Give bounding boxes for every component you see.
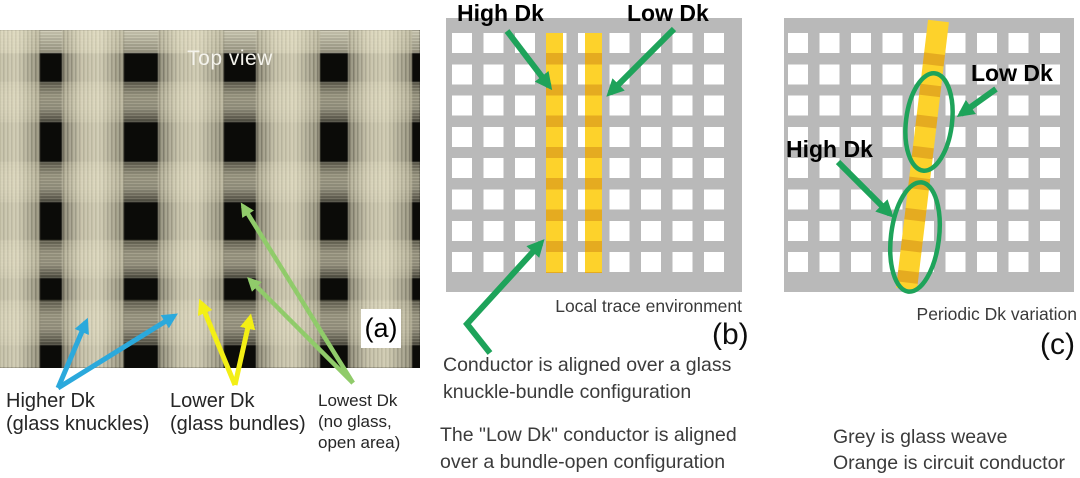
panel-b-note2: The "Low Dk" conductor is aligned over a… bbox=[440, 424, 737, 473]
high-dk-conductor-trace bbox=[546, 33, 563, 273]
panel-c-caption: Periodic Dk variation bbox=[916, 304, 1077, 324]
lower-dk-sublabel: (glass bundles) bbox=[170, 413, 306, 435]
panel-c-legend: Grey is glass weave Orange is circuit co… bbox=[833, 424, 1080, 476]
vertical-tow bbox=[256, 30, 320, 368]
photo-title: Top view bbox=[187, 47, 273, 70]
vertical-tow bbox=[0, 30, 40, 368]
panel-b-tag: (b) bbox=[712, 318, 749, 351]
legend-orange-line: Orange is circuit conductor bbox=[833, 452, 1065, 474]
low-dk-conductor-trace bbox=[585, 33, 602, 273]
panel-b-note1: Conductor is aligned over a glass knuckl… bbox=[443, 354, 732, 403]
panel-c-low-dk-label: Low Dk bbox=[971, 60, 1053, 86]
vertical-tow bbox=[158, 30, 224, 368]
weave-photo: Top view bbox=[0, 30, 420, 368]
lowest-dk-sublabel2: open area) bbox=[318, 433, 401, 452]
higher-dk-annotation: Higher Dk (glass knuckles) bbox=[6, 390, 149, 436]
lowest-dk-label: Lowest Dk bbox=[318, 391, 398, 410]
panel-b-low-dk-label: Low Dk bbox=[627, 0, 709, 26]
legend-grey-line: Grey is glass weave bbox=[833, 426, 1008, 448]
panel-c-tag: (c) bbox=[1040, 328, 1075, 361]
higher-dk-sublabel: (glass knuckles) bbox=[6, 413, 150, 435]
higher-dk-label: Higher Dk bbox=[6, 390, 95, 412]
vertical-tow bbox=[62, 30, 124, 368]
lower-dk-annotation: Lower Dk (glass bundles) bbox=[170, 390, 306, 436]
panel-c-high-dk-label: High Dk bbox=[786, 136, 873, 162]
panel-a-tag: (a) bbox=[361, 309, 401, 348]
panel-b-caption: Local trace environment bbox=[555, 296, 742, 316]
lower-dk-label: Lower Dk bbox=[170, 390, 255, 412]
panel-b-high-dk-label: High Dk bbox=[457, 0, 544, 26]
lowest-dk-sublabel: (no glass, bbox=[318, 412, 392, 431]
lowest-dk-annotation: Lowest Dk (no glass, open area) bbox=[318, 390, 400, 453]
